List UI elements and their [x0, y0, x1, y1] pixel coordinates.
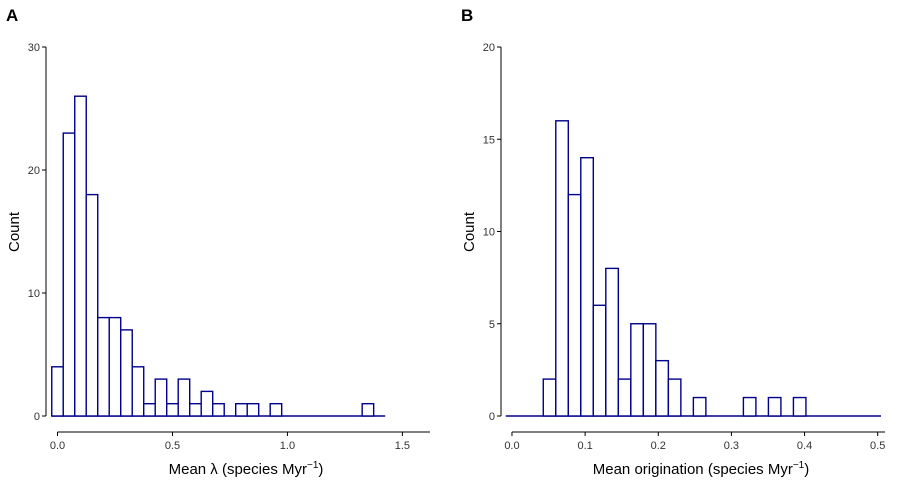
histogram-bar-a	[201, 391, 212, 416]
histogram-bar-b	[556, 121, 569, 416]
x-tick-label-a: 0.0	[50, 440, 65, 452]
histogram-bar-b	[631, 324, 644, 416]
y-tick-label-b: 0	[489, 411, 495, 423]
y-tick-label-a: 10	[28, 288, 40, 300]
x-tick-label-b: 0.4	[797, 440, 812, 452]
histogram-bar-a	[236, 404, 247, 416]
histogram-bar-b	[581, 158, 594, 416]
histogram-bar-b	[768, 398, 781, 416]
histogram-bar-b	[593, 305, 606, 416]
x-tick-label-a: 1.0	[280, 440, 295, 452]
y-tick-label-b: 10	[483, 227, 495, 239]
histogram-bar-a	[190, 404, 201, 416]
y-axis-title-b: Count	[461, 211, 478, 252]
histogram-bar-a	[98, 318, 109, 416]
y-tick-label-b: 5	[489, 319, 495, 331]
histogram-bar-a	[247, 404, 258, 416]
histogram-bar-a	[144, 404, 155, 416]
x-tick-label-b: 0.3	[724, 440, 739, 452]
histogram-panel-a: A Count Mean λ (species Myr−1) 0 10 20 30 0.…	[6, 6, 430, 478]
histogram-bar-b	[793, 398, 806, 416]
y-tick-label-b: 20	[483, 42, 495, 54]
x-tick-label-b: 0.1	[577, 440, 592, 452]
histogram-bar-a	[121, 330, 132, 416]
panel-label-b: B	[461, 6, 473, 25]
x-axis-title-b: Mean origination (species Myr−1)	[593, 460, 810, 478]
x-tick-label-a: 0.5	[165, 440, 180, 452]
histogram-bar-a	[362, 404, 373, 416]
histogram-bar-a	[86, 195, 97, 416]
x-tick-label-a: 1.5	[395, 440, 410, 452]
histogram-bar-a	[75, 96, 86, 416]
histogram-bar-a	[155, 379, 166, 416]
histogram-bar-a	[270, 404, 281, 416]
panel-label-a: A	[6, 6, 18, 25]
x-tick-label-b: 0.2	[651, 440, 666, 452]
histogram-bar-a	[63, 133, 74, 416]
histogram-bar-a	[178, 379, 189, 416]
histogram-bar-a	[213, 404, 224, 416]
histogram-bar-a	[132, 367, 143, 416]
x-axis-title-a: Mean λ (species Myr−1)	[169, 460, 324, 478]
histogram-bar-b	[543, 379, 556, 416]
x-tick-label-b: 0.0	[504, 440, 519, 452]
histogram-bar-b	[693, 398, 706, 416]
y-tick-label-a: 0	[34, 411, 40, 423]
histogram-panel-b: B Count Mean origination (species Myr−1)…	[461, 6, 885, 478]
y-tick-label-a: 20	[28, 165, 40, 177]
histogram-bar-b	[656, 361, 669, 416]
histogram-bar-a	[52, 367, 63, 416]
y-tick-label-a: 30	[28, 42, 40, 54]
y-tick-label-b: 15	[483, 134, 495, 146]
histogram-bar-b	[568, 195, 581, 416]
histogram-bar-b	[618, 379, 631, 416]
x-tick-label-b: 0.5	[870, 440, 885, 452]
histogram-bar-a	[109, 318, 120, 416]
histogram-bar-b	[743, 398, 756, 416]
y-axis-title-a: Count	[6, 211, 23, 252]
histogram-bar-a	[167, 404, 178, 416]
histogram-bar-b	[668, 379, 681, 416]
histogram-bar-b	[643, 324, 656, 416]
histogram-bar-b	[606, 268, 619, 416]
